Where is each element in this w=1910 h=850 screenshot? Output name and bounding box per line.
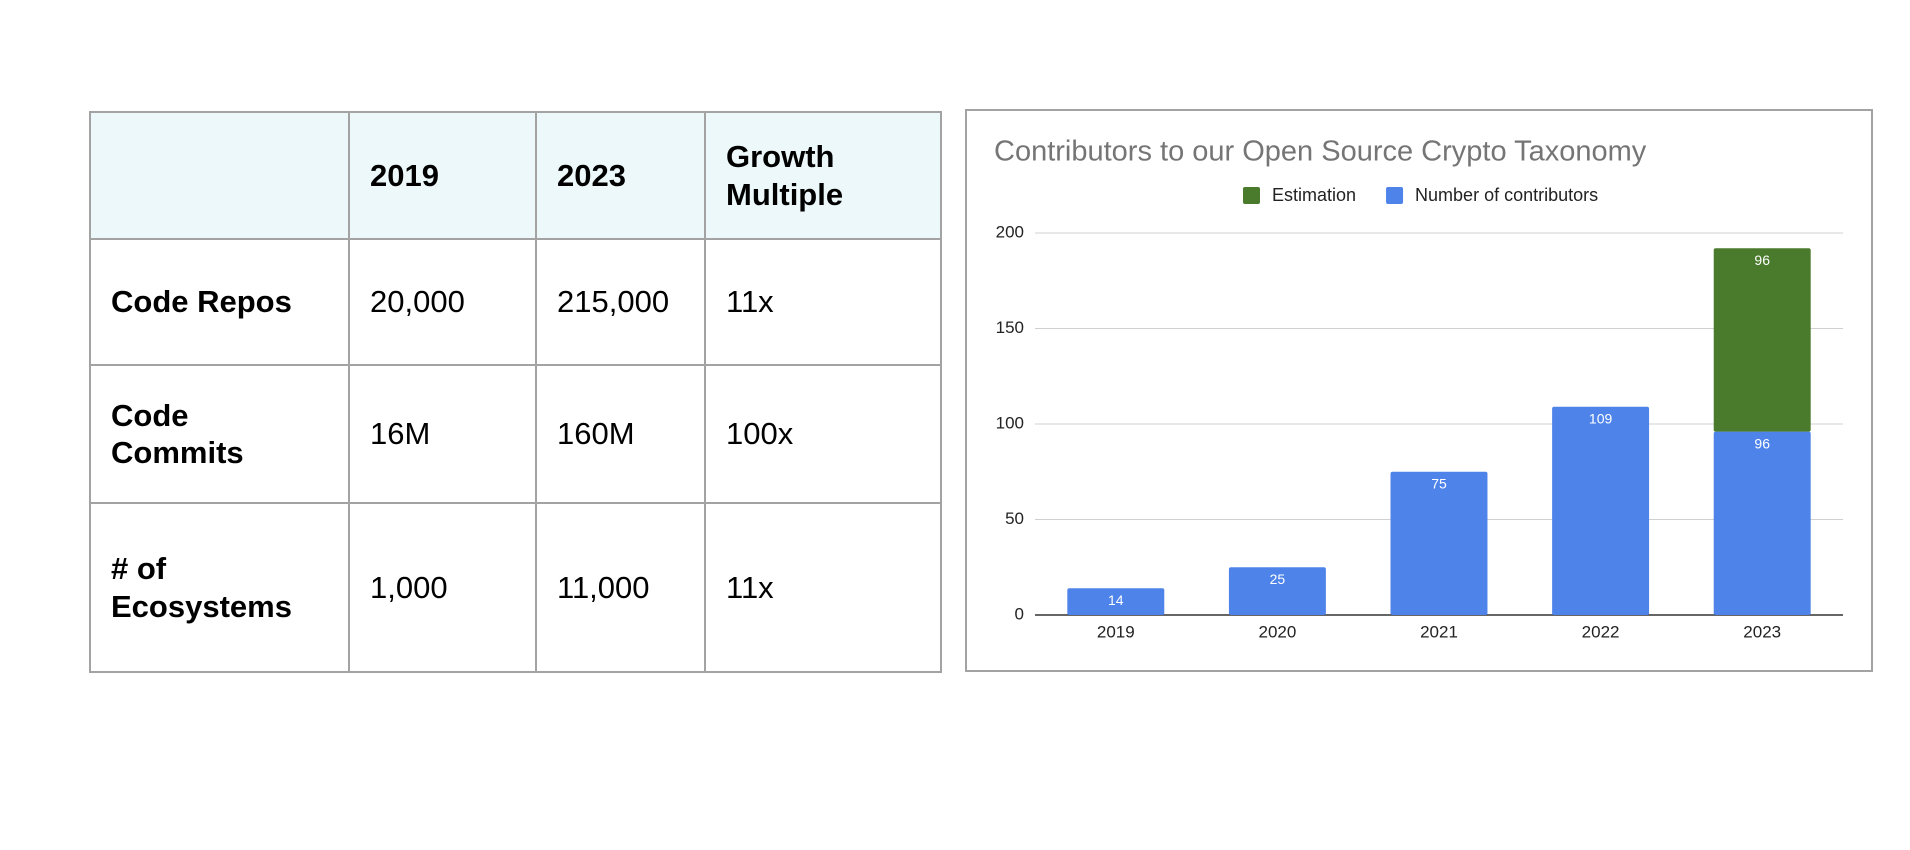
- data-table: 2019 2023 Growth Multiple Code Repos 20,0…: [89, 111, 942, 673]
- x-tick-label: 2021: [1420, 622, 1458, 641]
- table-cell: 11,000: [535, 502, 706, 673]
- header-row: 2019 2023 Growth Multiple: [89, 111, 942, 240]
- y-tick-label: 50: [1005, 509, 1024, 528]
- header-cell: 2019: [348, 111, 537, 240]
- table-row: # of Ecosystems 1,000 11,000 11x: [89, 502, 942, 673]
- table-cell: 215,000: [535, 238, 706, 366]
- x-tick-label: 2019: [1097, 622, 1135, 641]
- header-cell: 2023: [535, 111, 706, 240]
- legend-swatch: [1243, 187, 1260, 204]
- table-cell: 100x: [704, 364, 942, 504]
- bar: [1713, 431, 1811, 615]
- legend-label: Number of contributors: [1415, 185, 1598, 205]
- table-cell: 160M: [535, 364, 706, 504]
- table-cell: 11x: [704, 238, 942, 366]
- bar-value-label: 14: [1108, 592, 1124, 608]
- y-tick-label: 100: [996, 413, 1024, 432]
- row-label: Code Commits: [89, 364, 350, 504]
- bar: [1552, 406, 1650, 615]
- bar: [1713, 248, 1811, 432]
- y-tick-label: 0: [1015, 604, 1024, 623]
- bar: [1067, 588, 1165, 615]
- table-cell: 20,000: [348, 238, 537, 366]
- x-tick-label: 2023: [1743, 622, 1781, 641]
- row-label: # of Ecosystems: [89, 502, 350, 673]
- y-tick-label: 200: [996, 222, 1024, 241]
- bar-value-label: 96: [1754, 435, 1770, 451]
- bar: [1390, 471, 1488, 615]
- table-row: Code Repos 20,000 215,000 11x: [89, 238, 942, 366]
- y-tick-label: 150: [996, 318, 1024, 337]
- bar-value-label: 96: [1754, 252, 1770, 268]
- legend-label: Estimation: [1272, 185, 1356, 205]
- chart-title: Contributors to our Open Source Crypto T…: [994, 136, 1647, 168]
- bar: [1228, 567, 1326, 615]
- x-tick-label: 2022: [1582, 622, 1620, 641]
- header-cell: Growth Multiple: [704, 111, 942, 240]
- table-row: Code Commits 16M 160M 100x: [89, 364, 942, 504]
- table-cell: 11x: [704, 502, 942, 673]
- bar-value-label: 25: [1270, 571, 1286, 587]
- bar-value-label: 109: [1589, 411, 1613, 427]
- legend-swatch: [1386, 187, 1404, 204]
- row-label: Code Repos: [89, 238, 350, 366]
- header-cell: [89, 111, 350, 240]
- table-cell: 16M: [348, 364, 537, 504]
- table-cell: 1,000: [348, 502, 537, 673]
- bar-value-label: 75: [1431, 475, 1447, 491]
- x-tick-label: 2020: [1258, 622, 1296, 641]
